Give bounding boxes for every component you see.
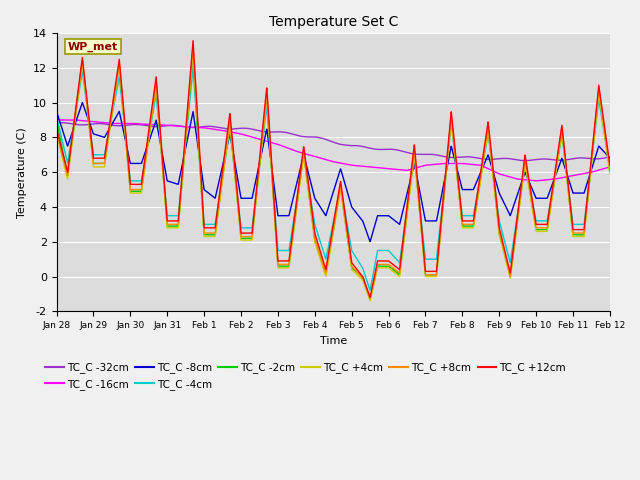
TC_C -4cm <box>289 222 297 228</box>
TC_C -2cm <box>536 227 543 232</box>
Line: TC_C +8cm: TC_C +8cm <box>56 48 610 299</box>
TC_C -4cm <box>148 112 156 118</box>
TC_C -4cm <box>265 131 273 136</box>
TC_C +8cm <box>595 90 603 96</box>
TC_C -2cm <box>265 125 273 131</box>
TC_C -32cm <box>595 156 603 162</box>
Line: TC_C +12cm: TC_C +12cm <box>56 41 610 297</box>
TC_C +12cm <box>366 294 374 300</box>
Line: TC_C +4cm: TC_C +4cm <box>56 51 610 301</box>
TC_C -2cm <box>148 107 156 113</box>
TC_C +4cm <box>148 109 156 115</box>
Line: TC_C -32cm: TC_C -32cm <box>56 123 610 161</box>
TC_C -16cm <box>606 164 614 170</box>
TC_C -8cm <box>79 100 86 106</box>
TC_C -2cm <box>189 52 197 58</box>
TC_C -8cm <box>536 195 543 201</box>
TC_C +12cm <box>265 117 273 123</box>
TC_C -8cm <box>606 156 614 161</box>
TC_C -32cm <box>52 120 60 126</box>
TC_C +12cm <box>536 221 543 227</box>
TC_C +8cm <box>148 106 156 111</box>
TC_C -8cm <box>149 127 157 133</box>
TC_C -8cm <box>289 196 297 202</box>
TC_C +4cm <box>52 131 60 137</box>
TC_C -32cm <box>521 158 529 164</box>
Line: TC_C -16cm: TC_C -16cm <box>56 120 610 181</box>
TC_C -2cm <box>116 66 124 72</box>
TC_C -2cm <box>289 233 297 239</box>
TC_C +8cm <box>366 296 374 302</box>
TC_C +12cm <box>148 100 156 106</box>
X-axis label: Time: Time <box>319 336 347 346</box>
Line: TC_C -8cm: TC_C -8cm <box>56 103 610 241</box>
TC_C -32cm <box>116 123 124 129</box>
TC_C +12cm <box>52 126 60 132</box>
TC_C +8cm <box>536 225 543 231</box>
TC_C -16cm <box>532 178 540 184</box>
TC_C +12cm <box>116 60 124 66</box>
TC_C -16cm <box>265 139 273 144</box>
TC_C -32cm <box>536 156 543 162</box>
TC_C -8cm <box>595 144 603 150</box>
TC_C -4cm <box>606 166 614 171</box>
TC_C -16cm <box>52 117 60 123</box>
TC_C +8cm <box>265 123 273 129</box>
TC_C +8cm <box>116 64 124 70</box>
TC_C +4cm <box>606 171 614 177</box>
TC_C -32cm <box>265 129 273 135</box>
TC_C -8cm <box>52 108 60 114</box>
TC_C +8cm <box>189 45 197 50</box>
TC_C -2cm <box>366 296 374 302</box>
TC_C -32cm <box>606 154 614 160</box>
TC_C -16cm <box>116 120 124 126</box>
Y-axis label: Temperature (C): Temperature (C) <box>17 127 27 217</box>
TC_C +8cm <box>52 129 60 135</box>
TC_C +12cm <box>595 86 603 92</box>
TC_C -16cm <box>595 167 603 173</box>
TC_C -16cm <box>148 121 156 127</box>
Title: Temperature Set C: Temperature Set C <box>269 15 398 29</box>
TC_C -4cm <box>595 100 603 106</box>
TC_C -2cm <box>606 169 614 175</box>
TC_C -8cm <box>116 111 124 117</box>
TC_C -16cm <box>289 147 296 153</box>
TC_C +4cm <box>116 66 124 72</box>
TC_C +4cm <box>536 228 543 234</box>
Line: TC_C -4cm: TC_C -4cm <box>56 68 610 290</box>
TC_C +12cm <box>606 162 614 168</box>
TC_C -8cm <box>265 142 273 148</box>
TC_C +12cm <box>189 38 197 44</box>
Text: WP_met: WP_met <box>68 41 118 51</box>
TC_C +4cm <box>366 298 374 304</box>
TC_C -32cm <box>289 132 297 137</box>
TC_C -4cm <box>366 288 374 293</box>
TC_C -2cm <box>595 92 603 97</box>
TC_C +4cm <box>595 93 603 99</box>
Legend: TC_C -32cm, TC_C -16cm, TC_C -8cm, TC_C -4cm, TC_C -2cm, TC_C +4cm, TC_C +8cm, T: TC_C -32cm, TC_C -16cm, TC_C -8cm, TC_C … <box>41 359 570 394</box>
TC_C +8cm <box>606 168 614 173</box>
TC_C -2cm <box>52 117 60 123</box>
TC_C +8cm <box>289 231 297 237</box>
TC_C +4cm <box>265 127 273 132</box>
TC_C -16cm <box>536 178 543 183</box>
TC_C -4cm <box>52 114 60 120</box>
TC_C -32cm <box>149 124 157 130</box>
TC_C +4cm <box>289 235 297 240</box>
TC_C -8cm <box>366 239 374 244</box>
TC_C +4cm <box>189 48 197 54</box>
TC_C -4cm <box>189 65 197 71</box>
TC_C -4cm <box>116 77 124 83</box>
TC_C -32cm <box>58 120 66 126</box>
Line: TC_C -2cm: TC_C -2cm <box>56 55 610 299</box>
TC_C +12cm <box>289 228 297 233</box>
TC_C -4cm <box>536 218 543 224</box>
